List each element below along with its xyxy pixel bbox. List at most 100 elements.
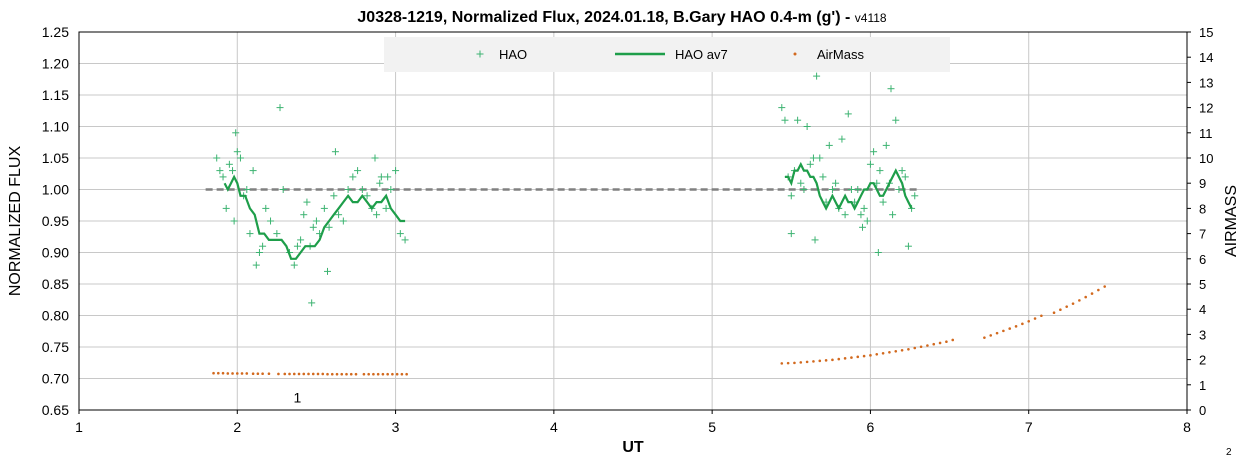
airmass-point	[340, 372, 344, 376]
y-tick-label: 1.05	[42, 150, 69, 166]
airmass-point	[850, 356, 853, 359]
airmass-point	[1103, 285, 1106, 288]
hao-point	[844, 110, 852, 118]
legend-airmass-marker	[793, 52, 797, 56]
hao-point	[290, 261, 298, 269]
airmass-point	[856, 355, 860, 359]
hao-point	[392, 167, 400, 175]
y2-tick-label: 14	[1199, 50, 1213, 65]
airmass-point	[945, 340, 948, 344]
airmass-point	[307, 372, 310, 376]
hao-point	[225, 160, 233, 168]
airmass-point	[786, 361, 790, 365]
hao-point	[331, 148, 339, 156]
y2-tick-label: 13	[1199, 75, 1213, 90]
airmass-point	[321, 372, 325, 376]
hao-point	[813, 72, 821, 80]
y-tick-label: 1.15	[42, 87, 69, 103]
airmass-point	[292, 372, 296, 376]
hao-point	[276, 104, 284, 112]
y-tick-label: 1.10	[42, 119, 69, 135]
airmass-point	[311, 372, 315, 376]
airmass-point	[235, 372, 239, 375]
hao-point	[787, 230, 795, 238]
y-tick-label: 1.25	[42, 24, 69, 40]
airmass-point	[1008, 327, 1012, 330]
hao-point	[344, 186, 352, 193]
hao-point	[387, 186, 395, 193]
airmass-point	[1097, 288, 1100, 292]
airmass-point	[362, 372, 366, 376]
airmass-point	[212, 371, 215, 375]
airmass-point	[932, 342, 936, 346]
hao-av7-series	[223, 161, 913, 260]
airmass-point	[907, 347, 910, 351]
hao-point	[232, 129, 240, 137]
hao-point	[787, 192, 795, 200]
hao-point	[811, 236, 819, 244]
y2-tick-label: 11	[1199, 126, 1213, 141]
chart-title-sep: -	[841, 9, 855, 26]
hao-point	[354, 167, 362, 175]
airmass-point	[989, 334, 993, 337]
hao-point	[279, 186, 287, 193]
airmass-point	[376, 372, 380, 376]
x-tick-label: 6	[867, 419, 875, 435]
hao-point	[396, 230, 404, 238]
hao-point	[335, 211, 343, 219]
y-tick-label: 1.00	[42, 182, 69, 198]
hao-series	[213, 72, 919, 307]
airmass-point	[869, 354, 872, 357]
y-tick-label: 1.20	[42, 56, 69, 72]
hao-point	[349, 173, 357, 181]
airmass-point	[951, 338, 955, 342]
annotation-1: 1	[294, 389, 302, 405]
legend-box	[384, 37, 950, 72]
airmass-point	[349, 372, 353, 376]
airmass-point	[837, 357, 841, 361]
x-tick-label: 1	[75, 419, 83, 435]
hao-point	[303, 198, 311, 206]
hao-point	[863, 217, 871, 225]
hao-point	[854, 186, 862, 193]
hao-point	[800, 186, 808, 193]
y2-tick-label: 5	[1199, 277, 1206, 292]
hao-point	[816, 154, 824, 162]
airmass-point	[1052, 311, 1056, 315]
airmass-point	[926, 344, 929, 347]
hao-point	[373, 211, 381, 219]
airmass-point	[1090, 292, 1094, 295]
hao-point	[230, 217, 238, 225]
hao-point	[892, 116, 900, 124]
airmass-point	[395, 372, 399, 376]
hao-point	[259, 242, 267, 250]
airmass-point	[1002, 329, 1005, 333]
airmass-point	[799, 361, 803, 364]
hao-point	[857, 211, 865, 219]
hao-point	[293, 242, 301, 250]
x-tick-label: 4	[550, 419, 558, 435]
hao-point	[866, 160, 874, 168]
hao-point	[216, 167, 224, 175]
y-tick-label: 0.80	[42, 308, 69, 324]
y2-tick-label: 10	[1199, 151, 1213, 166]
airmass-point	[1084, 295, 1087, 299]
hao-point	[876, 167, 884, 175]
airmass-point	[888, 350, 891, 354]
hao-point	[309, 223, 317, 231]
x-tick-labels: 1 2 3 4 5 6 7 8	[75, 410, 1191, 435]
hao-point	[904, 242, 912, 250]
hao-point	[825, 141, 833, 149]
airmass-point	[919, 345, 923, 349]
airmass-point	[240, 372, 244, 375]
airmass-point	[780, 362, 784, 365]
y2-tick-label: 2	[1199, 353, 1206, 368]
airmass-point	[1033, 317, 1037, 320]
hao-point	[339, 217, 347, 225]
x-tick-label: 7	[1025, 419, 1033, 435]
airmass-point	[1071, 302, 1075, 305]
hao-point	[882, 141, 890, 149]
x-tick-label: 3	[392, 419, 400, 435]
